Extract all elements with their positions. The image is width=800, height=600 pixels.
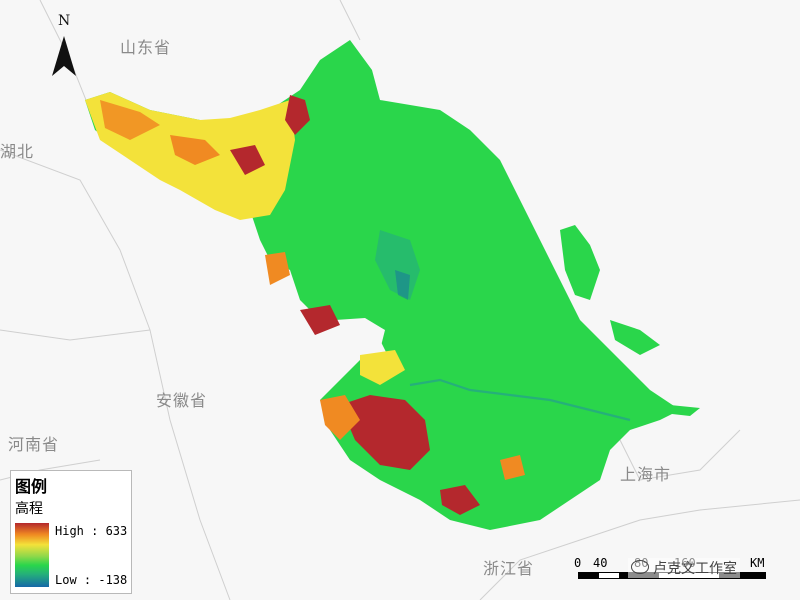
- lake: [335, 318, 385, 355]
- elevation-ramp: [15, 523, 49, 587]
- scale-seg-1: [579, 573, 599, 578]
- label-shanghai: 上海市: [620, 465, 672, 484]
- legend-low: Low : -138: [55, 573, 128, 587]
- scale-unit: KM: [750, 556, 765, 570]
- southwest-hills-orange: [320, 395, 360, 440]
- southern-hills: [440, 485, 480, 515]
- western-upland-orange: [100, 100, 160, 140]
- legend-layer: 高程: [15, 501, 43, 517]
- yangtze-river: [409, 378, 631, 422]
- northern-hills-3: [230, 145, 265, 175]
- coastal-shoal: [560, 225, 600, 300]
- coastal-shoal-2: [610, 320, 660, 355]
- scale-seg-2: [599, 573, 619, 578]
- southern-hills-2: [500, 455, 525, 480]
- northern-hills-2: [170, 135, 220, 165]
- label-hubei-partial: 湖北: [0, 142, 35, 161]
- estuary-island: [670, 405, 700, 416]
- wechat-icon: [631, 560, 649, 574]
- western-hills: [300, 305, 340, 335]
- legend-title: 图例: [15, 477, 48, 496]
- western-hills-2: [265, 252, 290, 285]
- watermark-text: 卢克文工作室: [653, 561, 737, 577]
- northern-hills: [285, 95, 310, 135]
- southwest-hills-yellow: [360, 350, 405, 385]
- label-shandong: 山东省: [120, 38, 172, 57]
- label-anhui: 安徽省: [156, 391, 208, 410]
- label-zhejiang: 浙江省: [483, 559, 535, 578]
- central-lowland: [375, 230, 420, 300]
- watermark: 卢克文工作室: [628, 558, 740, 578]
- north-label: N: [58, 13, 71, 29]
- legend-high: High : 633: [55, 524, 128, 538]
- label-henan: 河南省: [8, 435, 60, 454]
- scale-seg-5: [719, 573, 765, 578]
- central-lowland-2: [395, 270, 410, 300]
- legend: 图例 高程 High : 633 Low : -138: [10, 470, 132, 594]
- north-arrow-icon: [46, 14, 82, 80]
- scale-tick-40: 40: [593, 556, 608, 570]
- scale-tick-0: 0: [574, 556, 582, 570]
- southwest-hills: [340, 395, 430, 470]
